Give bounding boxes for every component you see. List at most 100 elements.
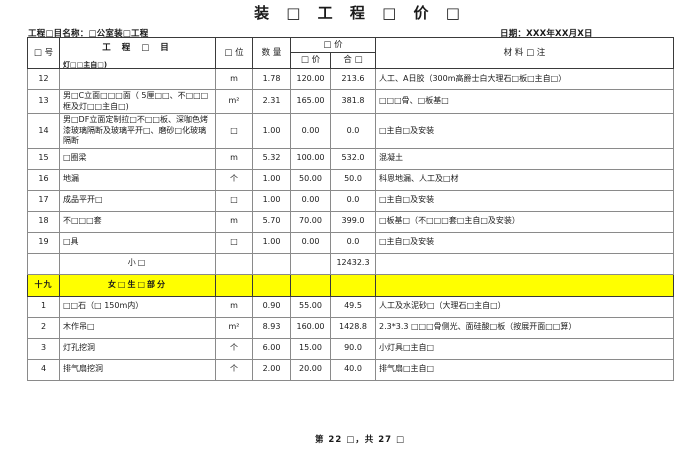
cell-unit: m [215, 295, 253, 318]
cell-total: 532.0 [330, 147, 376, 170]
section-note [375, 273, 674, 297]
table-row: 14 男□DF立面定制拉□不□□板、深咖色烤漆玻璃隔断及玻璃平开□、磨砂□化玻璃… [27, 113, 674, 149]
page-footer: 第 22 □，共 27 □ [314, 435, 406, 445]
cell-unit: 个 [215, 337, 253, 360]
cell-unit: m [215, 210, 253, 233]
header-item-box: 工 程 □ 目 灯□□主自□) [63, 39, 212, 68]
header-price-group: □ 价 [290, 37, 376, 53]
section-price [290, 273, 331, 297]
cell-price: 0.00 [290, 189, 331, 212]
cell-price: 15.00 [290, 337, 331, 360]
cell-price: 50.00 [290, 168, 331, 191]
cell-unit: □ [215, 113, 253, 149]
cell-total: 1428.8 [330, 316, 376, 339]
cell-item: 地漏 [59, 168, 216, 191]
cell-note: □主自□及安装 [375, 231, 674, 254]
cell-item: 男□C立面□□□面（ 5厘□□、不□□□框及灯□□主自□) [59, 89, 216, 114]
section-unit [215, 273, 253, 297]
table-row: 2 木作吊□ m² 8.93 160.00 1428.8 2.3*3.3 □□□… [27, 316, 674, 339]
cell-total: 40.0 [330, 358, 376, 381]
cell-qty: 5.70 [252, 210, 291, 233]
cell-total: 90.0 [330, 337, 376, 360]
cell-qty: 0.90 [252, 295, 291, 318]
cell-note: □主自□及安装 [375, 189, 674, 212]
cell-no: 17 [27, 189, 60, 212]
project-name-field: 工程□目名称：□公室装□工程 [28, 27, 148, 39]
cell-note: □主自□及安装 [375, 113, 674, 149]
subtotal-row: 小□ 12432.3 [27, 252, 674, 275]
table-row: 12 m 1.78 120.00 213.6 人工、A日胶（300m高爵士白大理… [27, 68, 674, 90]
table-row: 3 灯孔挖洞 个 6.00 15.00 90.0 小灯具□主自□ [27, 337, 674, 360]
cell-price: 160.00 [290, 316, 331, 339]
cell-no: 18 [27, 210, 60, 233]
cell-qty: 6.00 [252, 337, 291, 360]
subtotal-total: 12432.3 [330, 252, 376, 275]
cell-item: 成品平开□ [59, 189, 216, 212]
cell-qty: 5.32 [252, 147, 291, 170]
table-row: 13 男□C立面□□□面（ 5厘□□、不□□□框及灯□□主自□) m² 2.31… [27, 89, 674, 114]
cell-item: □圈梁 [59, 147, 216, 170]
section-no: 十九 [27, 273, 60, 297]
section-label: 女□生□部分 [59, 273, 216, 297]
header-unit: □ 位 [215, 37, 253, 69]
cell-qty: 1.00 [252, 113, 291, 149]
cell-unit: m² [215, 316, 253, 339]
cell-unit: 个 [215, 168, 253, 191]
cell-no: 14 [27, 113, 60, 149]
cell-price: 20.00 [290, 358, 331, 381]
cell-item: 木作吊□ [59, 316, 216, 339]
table-row: 17 成品平开□ □ 1.00 0.00 0.0 □主自□及安装 [27, 189, 674, 212]
cell-total: 399.0 [330, 210, 376, 233]
cell-no: 15 [27, 147, 60, 170]
cell-item [59, 68, 216, 90]
header-no: □ 号 [27, 37, 60, 69]
cell-note: □板基□（不□□□套□主自□及安装） [375, 210, 674, 233]
table-header: □ 号 工 程 □ 目 灯□□主自□) □ 位 数 量 □ 价 材 料 □ 注 … [27, 37, 674, 70]
header-qty: 数 量 [252, 37, 291, 69]
page-title: 装 □ 工 程 □ 价 □ [254, 4, 466, 22]
date-label: 日期：XXX年XX月X日 [500, 29, 593, 39]
table-row: 18 不□□□套 m 5.70 70.00 399.0 □板基□（不□□□套□主… [27, 210, 674, 233]
cell-note: 人工及水泥砂□（大理石□主自□） [375, 295, 674, 318]
cell-unit: m² [215, 89, 253, 114]
cell-note: 2.3*3.3 □□□骨侧光、面硅酸□板（按展开面□□算） [375, 316, 674, 339]
cell-qty: 8.93 [252, 316, 291, 339]
header-item-main: 工 程 □ 目 [102, 43, 173, 53]
cell-no: 19 [27, 231, 60, 254]
header-item: 工 程 □ 目 灯□□主自□) [59, 37, 216, 69]
subtotal-note [375, 252, 674, 275]
cell-qty: 1.00 [252, 189, 291, 212]
cell-no: 3 [27, 337, 60, 360]
table-header-subrow: □ 价 合 □ [28, 51, 674, 70]
cell-qty: 1.00 [252, 168, 291, 191]
cell-price: 165.00 [290, 89, 331, 114]
cell-no: 1 [27, 295, 60, 318]
section-qty [252, 273, 291, 297]
cell-note: 混凝土 [375, 147, 674, 170]
cell-price: 100.00 [290, 147, 331, 170]
cell-qty: 2.00 [252, 358, 291, 381]
cell-qty: 1.78 [252, 68, 291, 90]
table-row: 19 □具 □ 1.00 0.00 0.0 □主自□及安装 [27, 231, 674, 254]
section-total [330, 273, 376, 297]
cell-no: 16 [27, 168, 60, 191]
cell-total: 381.8 [330, 89, 376, 114]
cell-item: 男□DF立面定制拉□不□□板、深咖色烤漆玻璃隔断及玻璃平开□、磨砂□化玻璃隔断 [59, 113, 216, 149]
cell-no: 4 [27, 358, 60, 381]
cell-item: □具 [59, 231, 216, 254]
cell-note: □□□骨、□板基□ [375, 89, 674, 114]
cell-total: 50.0 [330, 168, 376, 191]
cell-price: 70.00 [290, 210, 331, 233]
subtotal-price [290, 252, 331, 275]
cell-item: 不□□□套 [59, 210, 216, 233]
cell-price: 0.00 [290, 113, 331, 149]
header-note: 材 料 □ 注 [375, 37, 674, 69]
cell-unit: m [215, 147, 253, 170]
cell-price: 120.00 [290, 68, 331, 90]
cell-price: 55.00 [290, 295, 331, 318]
cell-no: 13 [27, 89, 60, 114]
cell-item: 排气扇挖洞 [59, 358, 216, 381]
cell-total: 0.0 [330, 231, 376, 254]
table-row: 4 排气扇挖洞 个 2.00 20.00 40.0 排气扇□主自□ [27, 358, 674, 381]
subtotal-label: 小□ [59, 252, 216, 275]
